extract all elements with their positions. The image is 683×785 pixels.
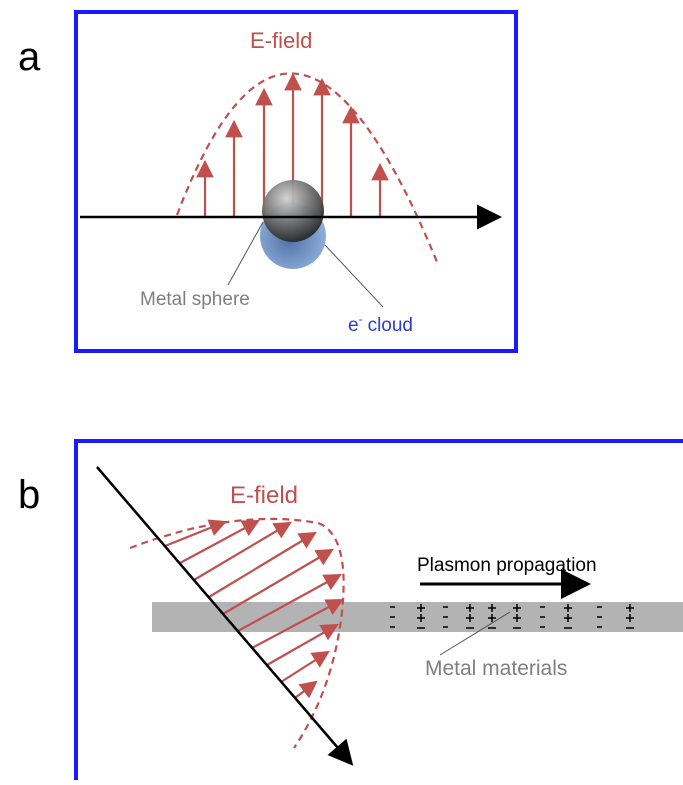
figure: a E-field Metal sphere e-cloud b E-field	[0, 0, 683, 780]
metal-sphere	[262, 180, 324, 242]
cloud-rest: cloud	[368, 315, 413, 336]
cloud-e: e	[348, 315, 359, 336]
cloud-label: e-cloud	[348, 312, 413, 336]
field-label: E-field	[230, 482, 298, 509]
page: a E-field Metal sphere e-cloud b E-field	[0, 0, 683, 780]
field-envelope	[130, 519, 344, 748]
leader-line	[325, 245, 383, 307]
field-label: E-field	[250, 28, 312, 53]
cloud-superscript: -	[359, 312, 363, 326]
metal-label: Metal materials	[425, 657, 567, 680]
sphere-label: Metal sphere	[140, 289, 250, 310]
leader-line	[228, 222, 263, 285]
propagation-label: Plasmon propagation	[417, 555, 597, 576]
panel-label: a	[18, 35, 41, 79]
panel-label: b	[18, 473, 40, 517]
